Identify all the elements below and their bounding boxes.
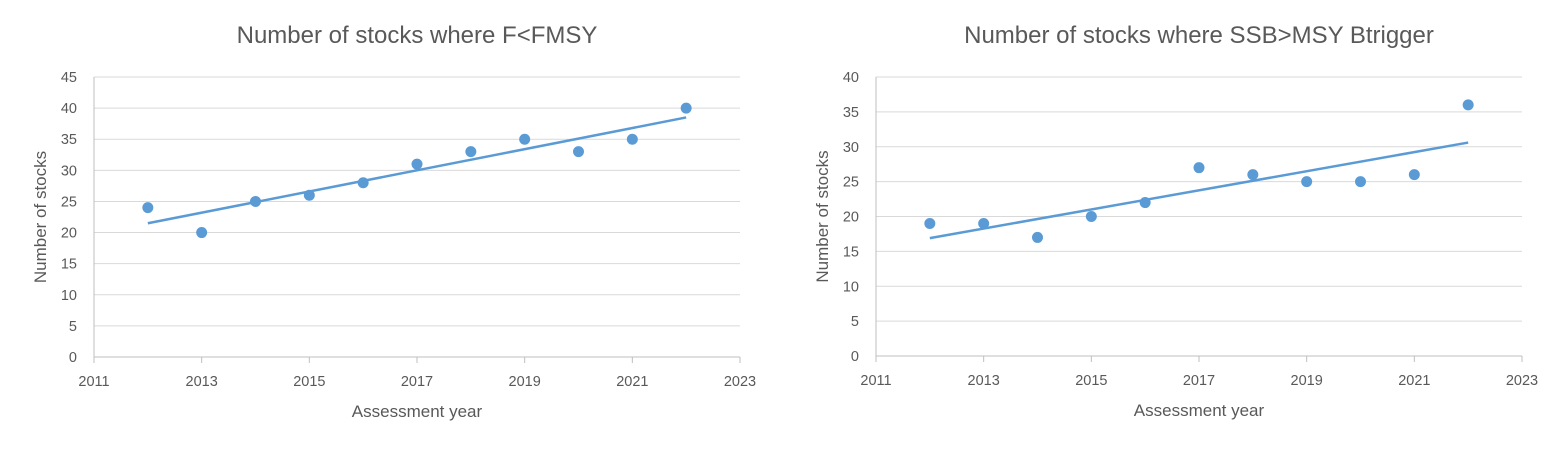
data-point (1301, 176, 1313, 188)
data-point (196, 227, 208, 239)
x-tick-label: 2023 (1506, 373, 1538, 389)
data-point (1247, 169, 1259, 181)
data-point (357, 177, 369, 189)
data-point (626, 133, 638, 145)
data-point (1462, 99, 1474, 111)
y-tick-label: 45 (61, 70, 77, 86)
x-tick-label: 2013 (968, 373, 1000, 389)
x-tick-label: 2019 (1291, 373, 1323, 389)
x-tick-label: 2011 (860, 373, 891, 389)
x-axis-title: Assessment year (1134, 401, 1265, 420)
y-tick-label: 25 (61, 194, 77, 210)
x-tick-label: 2015 (1075, 373, 1107, 389)
trendline (147, 116, 687, 225)
data-point (924, 217, 936, 229)
trendline (929, 141, 1469, 240)
chart-title: Number of stocks where F<FMSY (237, 22, 598, 49)
y-tick-label: 35 (843, 105, 859, 121)
data-point (680, 102, 692, 114)
y-axis-title: Number of stocks (813, 150, 832, 282)
data-point (573, 146, 584, 158)
x-tick-label: 2019 (509, 374, 541, 390)
x-tick-label: 2017 (401, 374, 433, 390)
data-point (411, 158, 423, 170)
chart-f-below-fmsy: Number of stocks where F<FMSY 0 5 10 15 20 25 3… (31, 22, 756, 421)
x-tick-label: 2011 (78, 374, 109, 390)
y-tick-label: 10 (843, 279, 859, 295)
y-tick-label: 20 (61, 226, 77, 242)
chart-title: Number of stocks where SSB>MSY Btrigger (964, 22, 1434, 49)
data-point (1408, 169, 1420, 181)
chart-ssb-above-msy-btrigger: Number of stocks where SSB>MSY Btrigger 0… (813, 22, 1538, 420)
y-tick-label: 15 (843, 244, 859, 260)
data-point (1139, 197, 1151, 209)
data-point (303, 189, 315, 201)
x-tick-label: 2021 (616, 374, 648, 390)
y-tick-label: 40 (61, 101, 77, 117)
y-tick-label: 5 (69, 319, 77, 335)
data-point (142, 202, 154, 214)
y-tick-label: 20 (843, 210, 859, 226)
x-tick-label: 2021 (1398, 373, 1430, 389)
data-point (250, 195, 261, 207)
x-tick-label: 2017 (1183, 373, 1215, 389)
y-tick-label: 0 (851, 349, 859, 365)
y-tick-label: 30 (843, 140, 859, 156)
x-tick-label: 2023 (724, 374, 756, 390)
x-axis-title: Assessment year (352, 402, 483, 421)
data-point (1193, 162, 1205, 174)
data-point (978, 217, 990, 229)
y-tick-label: 10 (61, 288, 77, 304)
y-tick-label: 15 (61, 257, 77, 273)
x-tick-label: 2013 (186, 374, 218, 390)
y-tick-label: 30 (61, 163, 77, 179)
data-point (465, 146, 477, 158)
y-tick-label: 25 (843, 175, 859, 191)
y-tick-label: 35 (61, 132, 77, 148)
y-tick-label: 0 (69, 350, 77, 366)
data-point (1085, 211, 1097, 222)
data-point (519, 133, 531, 145)
x-tick-label: 2015 (293, 374, 325, 390)
y-tick-label: 5 (851, 314, 859, 330)
y-axis-title: Number of stocks (31, 151, 50, 283)
y-tick-label: 40 (843, 70, 859, 86)
data-point (1355, 176, 1366, 188)
data-point (1032, 231, 1043, 243)
